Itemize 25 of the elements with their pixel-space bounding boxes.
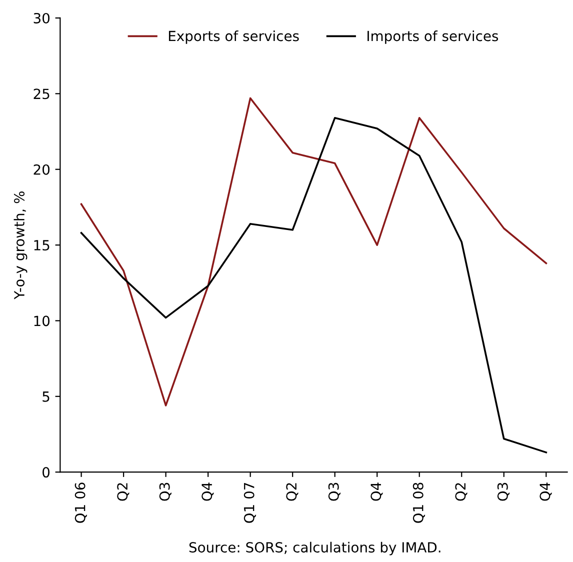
y-tick-label: 25: [34, 88, 50, 100]
legend-label: Exports of services: [168, 30, 299, 44]
x-tick-label: Q2: [117, 483, 130, 501]
x-tick-label: Q1 06: [74, 482, 87, 523]
y-tick-label: 10: [34, 316, 50, 326]
x-tick-label: Q3: [159, 482, 172, 501]
line-series: [80, 97, 548, 406]
source-note: Source: SORS; calculations by IMAD.: [189, 542, 440, 556]
x-tick-label: Q4: [540, 482, 552, 501]
y-axis-title: Y-o-y growth, %: [14, 191, 28, 300]
y-tick-label: 30: [34, 12, 50, 24]
line-series: [80, 116, 548, 454]
x-tick-label: Q4: [370, 482, 383, 501]
y-tick-label: 5: [42, 392, 50, 402]
x-tick-label: Q3: [328, 482, 340, 501]
x-tick-label: Q1 08: [412, 482, 425, 523]
x-tick-label: Q4: [202, 482, 214, 501]
x-tick-label: Q2: [286, 483, 298, 501]
y-tick-label: 0: [42, 467, 50, 478]
y-tick-label: 20: [34, 164, 50, 175]
x-tick-label: Q1 07: [244, 482, 256, 523]
x-tick-label: Q2: [455, 483, 468, 501]
y-tick-label: 15: [34, 240, 50, 251]
legend-label: Imports of services: [368, 30, 498, 44]
x-tick-label: Q3: [497, 482, 510, 501]
